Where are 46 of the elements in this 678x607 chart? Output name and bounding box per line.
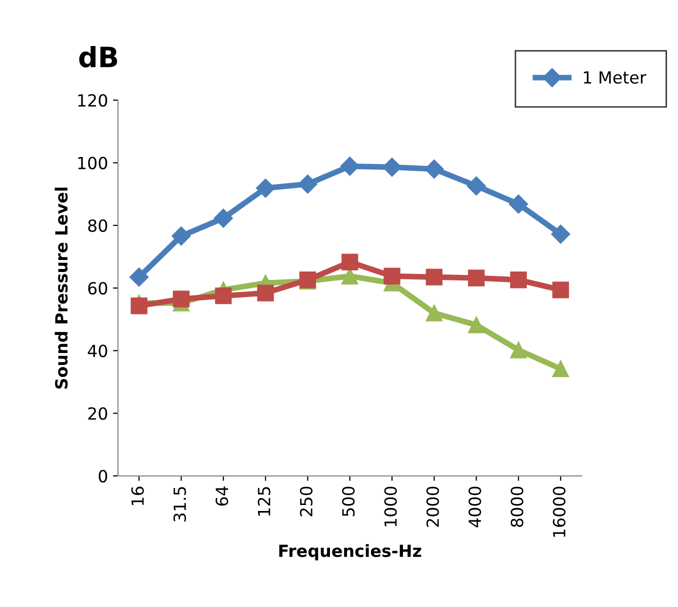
x-tick-label: 4000 bbox=[468, 486, 482, 528]
point bbox=[426, 268, 442, 286]
point bbox=[551, 224, 570, 244]
point bbox=[552, 360, 569, 378]
point bbox=[130, 268, 149, 287]
x-tick-label: 64 bbox=[216, 486, 228, 506]
point bbox=[384, 268, 400, 284]
point bbox=[172, 226, 191, 246]
x-tick-label: 8000 bbox=[510, 486, 524, 527]
x-tick-label: 31.5 bbox=[173, 487, 186, 522]
x-axis-title: Frequencies-Hz bbox=[279, 544, 422, 560]
point bbox=[510, 342, 527, 358]
point bbox=[426, 304, 442, 322]
y-axis-title: Sound Pressure Level bbox=[54, 188, 68, 389]
legend-label: 1 Meter bbox=[584, 71, 646, 84]
x-tick-label: 16000 bbox=[552, 486, 566, 537]
point bbox=[466, 176, 486, 196]
point bbox=[214, 208, 233, 228]
y-tick-label: 40 bbox=[88, 344, 108, 358]
y-tick-label: 20 bbox=[88, 407, 108, 420]
point bbox=[342, 254, 358, 270]
x-tick-label: 250 bbox=[300, 486, 313, 516]
x-tick-label: 125 bbox=[258, 487, 270, 516]
y-tick-label: 0 bbox=[98, 470, 108, 482]
point bbox=[468, 316, 485, 334]
point bbox=[508, 194, 528, 214]
point bbox=[256, 178, 276, 198]
point bbox=[257, 284, 274, 302]
x-tick-label: 2000 bbox=[426, 486, 439, 527]
chart-title: dB bbox=[79, 46, 118, 68]
point bbox=[340, 156, 360, 176]
point bbox=[215, 288, 232, 304]
point bbox=[510, 272, 527, 288]
y-tick-label: 100 bbox=[78, 156, 108, 170]
y-tick-label: 120 bbox=[78, 94, 108, 107]
x-tick-label: 500 bbox=[342, 486, 355, 516]
y-tick-label: 60 bbox=[88, 282, 108, 295]
point bbox=[424, 160, 444, 179]
point bbox=[298, 174, 318, 194]
x-tick-label: 1000 bbox=[384, 486, 397, 526]
point bbox=[130, 298, 148, 314]
point bbox=[172, 290, 190, 308]
y-tick-label: 80 bbox=[88, 219, 108, 232]
point bbox=[468, 270, 485, 286]
x-tick-label: 16 bbox=[131, 486, 144, 505]
point bbox=[552, 282, 569, 298]
